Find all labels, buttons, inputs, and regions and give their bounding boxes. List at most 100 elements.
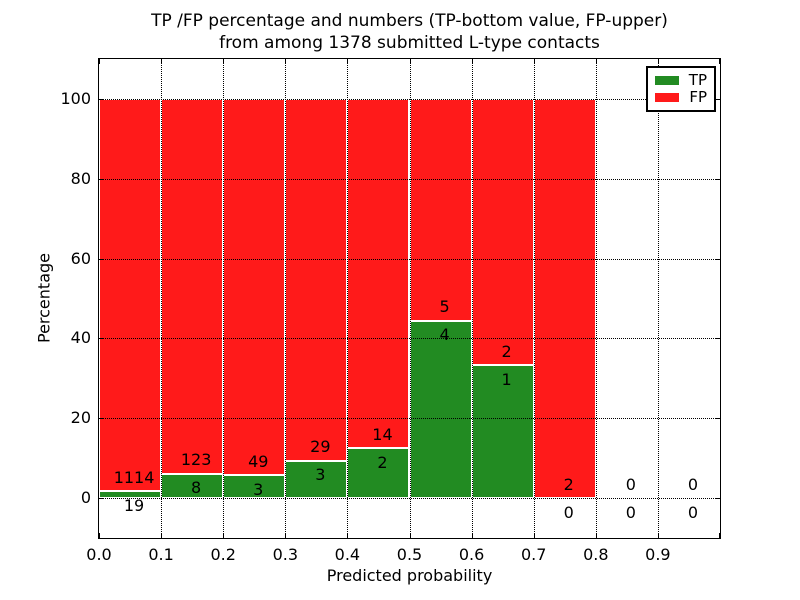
y-tick [715, 258, 720, 260]
fp-count-label: 2 [563, 474, 574, 494]
x-tick [719, 59, 720, 64]
x-tick-label: 0.6 [458, 545, 485, 564]
tp-count-label: 4 [439, 325, 450, 345]
x-tick-label: 0.5 [396, 545, 423, 564]
x-tick-label: 0.7 [520, 545, 547, 564]
x-tick-label: 0.1 [148, 545, 174, 564]
fp-count-label: 29 [310, 437, 331, 457]
bar-labels-layer: 1114 19 123 8 49 3 29 3 14 2 5 4 2 1 2 0 0 0 0 0 [99, 59, 720, 538]
x-tick [409, 533, 411, 538]
chart-title-line2: from among 1378 submitted L-type contact… [219, 33, 600, 53]
x-tick [161, 59, 163, 64]
x-gridline [657, 59, 659, 538]
x-tick [533, 533, 535, 538]
x-tick [99, 59, 100, 64]
fp-count-label: 1114 [113, 467, 155, 487]
y-tick [715, 338, 720, 340]
x-gridline [161, 59, 163, 538]
y-tick-label: 40 [70, 328, 91, 348]
y-tick-label: 0 [80, 488, 91, 508]
y-gridline [99, 98, 720, 100]
legend-item-fp: FP [655, 90, 707, 105]
fp-bar-segment [347, 98, 410, 449]
tp-bar-segment [409, 320, 472, 499]
tp-count-label: 8 [191, 478, 202, 498]
tp-legend-label: TP [688, 70, 707, 89]
x-tick [471, 59, 473, 64]
y-tick-label: 80 [70, 168, 91, 188]
x-tick [719, 533, 720, 538]
tp-count-label: 1 [501, 369, 512, 389]
x-tick [409, 59, 411, 64]
x-gridline [409, 59, 411, 538]
x-tick [161, 533, 163, 538]
y-tick [99, 98, 104, 100]
x-gridline [595, 59, 597, 538]
y-gridline [99, 498, 720, 500]
x-tick-label: 0.8 [583, 545, 609, 564]
y-gridline [99, 258, 720, 260]
grid-layer [99, 59, 720, 538]
x-tick [657, 533, 659, 538]
y-tick [99, 258, 104, 260]
y-tick [715, 98, 720, 100]
x-tick [595, 59, 597, 64]
x-tick [223, 533, 225, 538]
plot-area: 1114 19 123 8 49 3 29 3 14 2 5 4 2 1 2 0 0 0 0 0 TP FP [98, 58, 721, 539]
x-tick [471, 533, 473, 538]
y-gridline [99, 418, 720, 420]
fp-count-label: 5 [439, 297, 450, 317]
fp-count-label: 14 [372, 424, 393, 444]
tp-legend-swatch [655, 75, 679, 85]
bars-layer [99, 59, 720, 538]
tp-count-label: 2 [377, 452, 388, 472]
y-tick [99, 338, 104, 340]
x-tick [533, 59, 535, 64]
tp-count-label: 19 [123, 495, 145, 515]
x-tick-label: 0.0 [86, 545, 112, 564]
y-tick [99, 418, 104, 420]
x-gridline [347, 59, 349, 538]
x-tick [347, 59, 349, 64]
y-tick [715, 178, 720, 180]
x-gridline [285, 59, 287, 538]
legend: TP FP [646, 66, 716, 112]
x-tick [657, 59, 659, 64]
y-gridline [99, 178, 720, 180]
tp-count-label: 3 [315, 465, 326, 485]
tp-count-label: 0 [687, 502, 699, 522]
fp-count-label: 0 [625, 474, 636, 494]
fp-bar-segment [99, 98, 162, 492]
x-tick [347, 533, 349, 538]
y-tick-label: 60 [70, 248, 91, 268]
fp-bar-segment [533, 98, 596, 499]
x-axis-label: Predicted probability [326, 566, 493, 585]
fp-legend-swatch [655, 93, 680, 103]
fp-count-label: 49 [248, 451, 269, 471]
x-tick-label: 0.2 [210, 545, 236, 564]
y-tick-label: 100 [60, 89, 91, 109]
tp-count-label: 0 [625, 502, 636, 522]
x-tick [223, 59, 225, 64]
x-tick-label: 0.4 [334, 545, 361, 564]
tp-bar-segment [99, 491, 162, 499]
y-tick [715, 418, 720, 420]
x-gridline [471, 59, 473, 538]
x-gridline [533, 59, 535, 538]
chart-title-line1: TP /FP percentage and numbers (TP-bottom… [151, 11, 668, 31]
x-tick-label: 0.3 [272, 545, 299, 564]
fp-count-label: 2 [501, 341, 512, 361]
tp-count-label: 0 [563, 502, 574, 522]
x-tick [595, 533, 597, 538]
x-tick [99, 533, 100, 538]
tp-count-label: 3 [253, 479, 264, 499]
fp-legend-label: FP [689, 88, 707, 107]
fp-count-label: 0 [687, 474, 699, 494]
x-tick [285, 533, 287, 538]
x-tick [285, 59, 287, 64]
x-tick-label: 0.9 [645, 545, 671, 564]
ticks-layer [99, 59, 720, 538]
x-gridline [223, 59, 225, 538]
legend-item-tp: TP [655, 70, 707, 89]
